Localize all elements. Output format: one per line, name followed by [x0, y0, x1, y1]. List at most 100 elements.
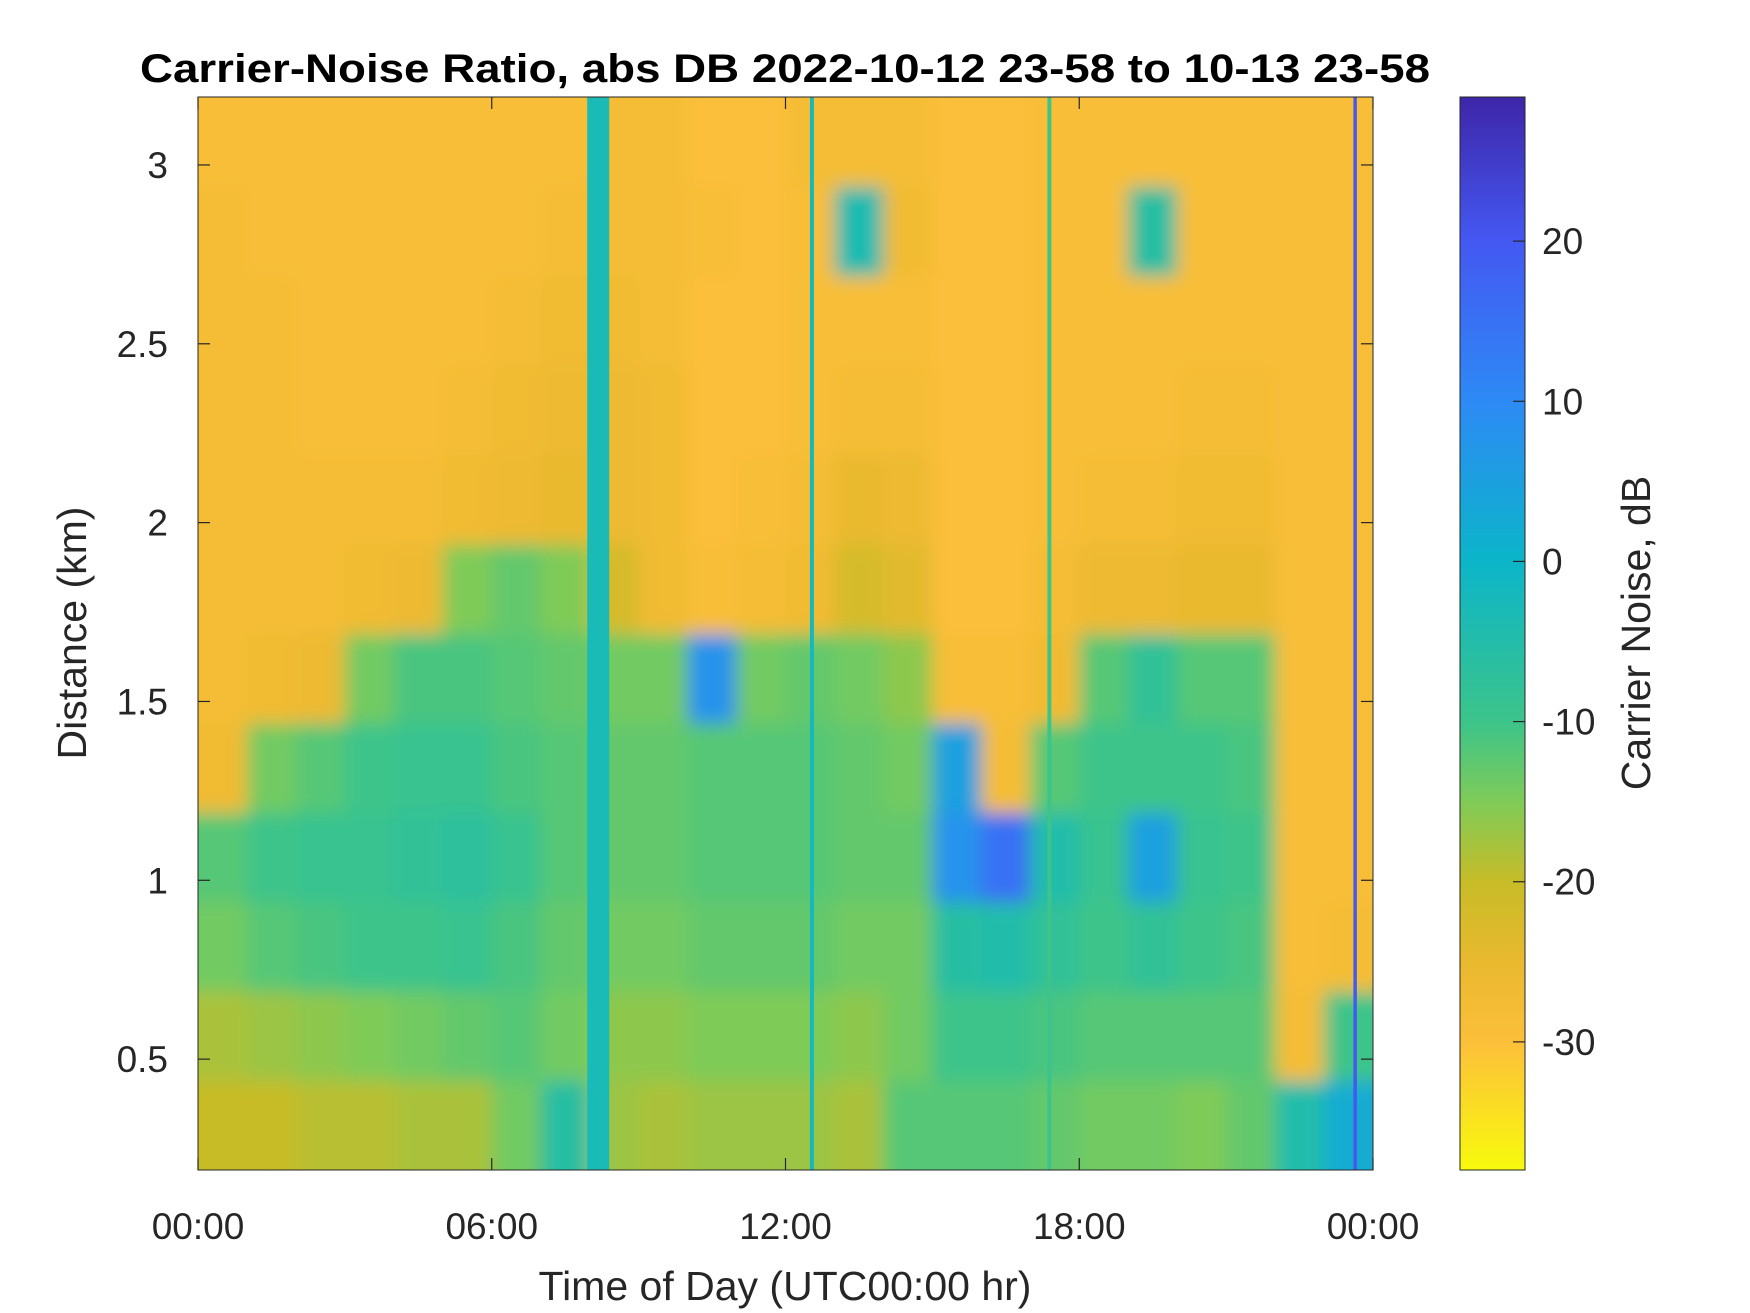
heatmap-cell [1030, 722, 1080, 813]
heatmap-cell [834, 633, 884, 724]
y-tick-label: 3 [147, 145, 168, 186]
heatmap-cell [491, 186, 542, 277]
heatmap-cell [295, 722, 346, 813]
heatmap-cell [736, 365, 786, 456]
heatmap-cell [1226, 991, 1276, 1082]
x-axis-label: Time of Day (UTC00:00 hr) [539, 1263, 1032, 1309]
heatmap-cell [687, 275, 738, 366]
heatmap-cell [834, 544, 884, 634]
heatmap-cell [883, 275, 933, 366]
heatmap-cell [442, 812, 493, 903]
heatmap-cell [1226, 365, 1276, 456]
heatmap-cell [491, 991, 542, 1082]
heatmap-cell [491, 1080, 542, 1170]
y-tick-label: 2 [147, 503, 168, 544]
heatmap-cell [1128, 1080, 1178, 1170]
heatmap-cell [1275, 544, 1325, 634]
heatmap-cell [295, 544, 346, 634]
heatmap-cell [883, 1080, 933, 1170]
heatmap-cell [1177, 991, 1227, 1082]
heatmap-cell [1079, 544, 1129, 634]
heatmap-cell [1324, 186, 1373, 277]
heatmap-cell [687, 544, 738, 634]
heatmap-cell [1030, 544, 1080, 634]
x-tick-label: 00:00 [1327, 1206, 1420, 1247]
heatmap-cell [1275, 186, 1325, 277]
heatmap-cell [246, 991, 297, 1082]
heatmap-cell [1030, 1080, 1080, 1170]
heatmap-cell [932, 722, 982, 813]
heatmap-cell [834, 454, 884, 545]
heatmap-cell [1079, 812, 1129, 903]
heatmap-cell [1177, 633, 1227, 724]
heatmap-cell [1079, 454, 1129, 545]
heatmap-cell [638, 1080, 689, 1170]
heatmap-cell [198, 365, 248, 456]
heatmap-cell [491, 97, 542, 187]
heatmap-cell [198, 633, 248, 724]
heatmap-cell [1079, 275, 1129, 366]
heatmap-cell [932, 186, 982, 277]
heatmap-cell [295, 186, 346, 277]
heatmap-cell [246, 544, 297, 634]
heatmap-cell [198, 454, 248, 545]
heatmap-cell [1128, 97, 1178, 187]
heatmap-cell [491, 633, 542, 724]
heatmap-cell [1079, 1080, 1129, 1170]
heatmap-cell [442, 633, 493, 724]
heatmap-cell [344, 186, 395, 277]
heatmap-cell [1324, 544, 1373, 634]
heatmap-cell [393, 901, 444, 992]
heatmap-cell [246, 186, 297, 277]
heatmap-cell [736, 186, 786, 277]
heatmap-cell [687, 186, 738, 277]
heatmap-cell [246, 275, 297, 366]
heatmap-cell [246, 365, 297, 456]
heatmap-cell [491, 275, 542, 366]
heatmap-cell [1324, 633, 1373, 724]
y-axis-label: Distance (km) [49, 507, 95, 760]
heatmap-cell [1030, 633, 1080, 724]
heatmap-cell [540, 454, 591, 545]
heatmap-cell [638, 812, 689, 903]
x-axis: 00:00 06:00 12:00 18:00 00:00 [152, 97, 1420, 1247]
heatmap-cell [1177, 186, 1227, 277]
heatmap-cell [1177, 722, 1227, 813]
heatmap-cell [1177, 365, 1227, 456]
heatmap-cell [981, 186, 1031, 277]
heatmap-cell [981, 544, 1031, 634]
heatmap-cell [687, 633, 738, 724]
heatmap-cell [344, 454, 395, 545]
heatmap-cell [687, 812, 738, 903]
heatmap-cell [442, 275, 493, 366]
heatmap-cell [540, 812, 591, 903]
heatmap-cell [393, 365, 444, 456]
heatmap-cell [883, 633, 933, 724]
heatmap-cell [295, 97, 346, 187]
heatmap-cell [932, 544, 982, 634]
heatmap-stripe [587, 97, 610, 1170]
heatmap-cell [1128, 186, 1178, 277]
heatmap-cell [1226, 544, 1276, 634]
heatmap-cell [442, 365, 493, 456]
heatmap-cell [1079, 97, 1129, 187]
heatmap-cell [540, 97, 591, 187]
heatmap-cell [1275, 454, 1325, 545]
heatmap-cell [393, 722, 444, 813]
heatmap-cell [295, 812, 346, 903]
heatmap-cell [932, 275, 982, 366]
colorbar: 20 10 0 -10 -20 -30 Carrier Noise, dB [1459, 96, 1659, 1171]
heatmap-cell [1275, 365, 1325, 456]
heatmap-cell [638, 186, 689, 277]
heatmap-cell [246, 722, 297, 813]
heatmap-cell [1030, 812, 1080, 903]
heatmap-cell [883, 365, 933, 456]
heatmap-cell [246, 812, 297, 903]
heatmap-cell [883, 544, 933, 634]
heatmap-cell [883, 991, 933, 1082]
heatmap-cell [638, 722, 689, 813]
heatmap-cell [834, 275, 884, 366]
heatmap-cell [981, 365, 1031, 456]
heatmap-cell [932, 454, 982, 545]
heatmap-cell [932, 1080, 982, 1170]
